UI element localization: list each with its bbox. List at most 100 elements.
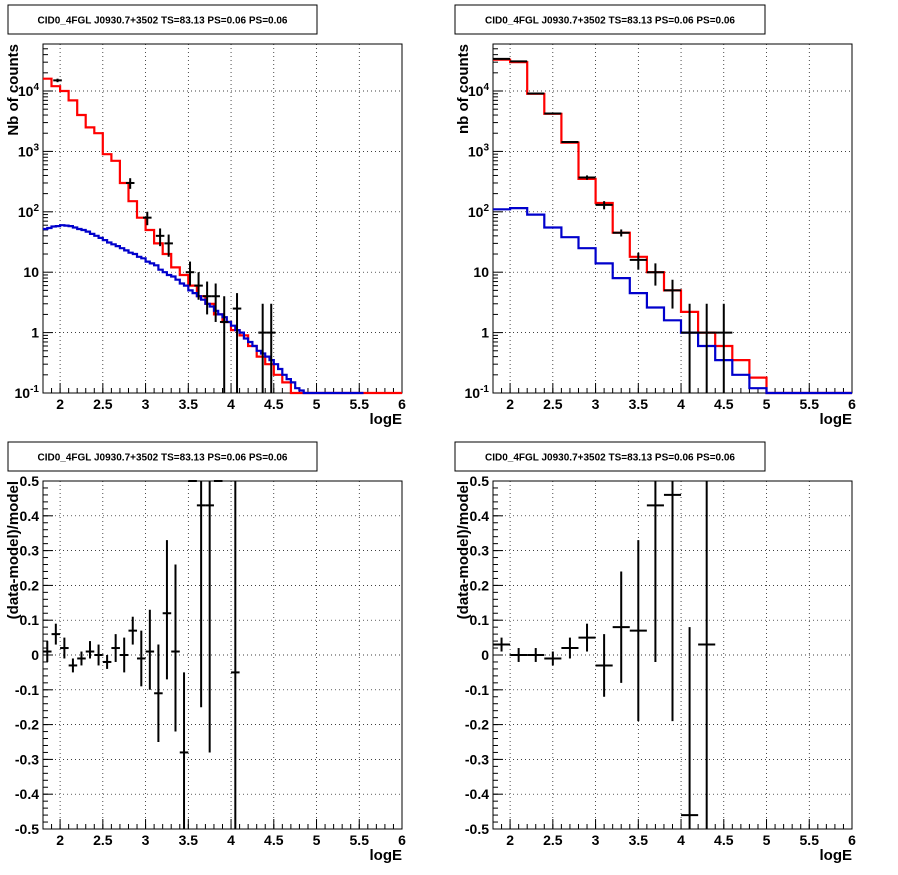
- data-point: [185, 261, 195, 286]
- x-tick-label: 2: [506, 396, 514, 412]
- data-point: [219, 296, 229, 393]
- data-point: [145, 609, 155, 690]
- data-point: [128, 616, 138, 645]
- chart-title-box: [454, 4, 766, 35]
- data-point: [111, 634, 120, 662]
- x-tick-label: 2: [506, 832, 514, 848]
- x-tick-label: 4.5: [714, 832, 734, 848]
- y-tick-label: 10: [473, 264, 489, 280]
- y-tick-label: 1: [31, 325, 39, 341]
- y-tick-label: -0.4: [465, 786, 489, 802]
- y-axis-label: nb of counts: [455, 44, 472, 134]
- y-tick-label: 0.1: [470, 612, 490, 628]
- y-axis-label: (data-model)/model: [455, 481, 472, 619]
- x-tick-label: 5: [313, 396, 321, 412]
- data-point: [94, 644, 103, 666]
- data-point: [493, 637, 511, 652]
- x-tick-label: 3: [142, 832, 150, 848]
- data-point: [162, 540, 172, 680]
- chart-panel-4: 2 2.5 3 3.5 4 4.5 5 5.5 6 -0.5 -0.4 -0.3 -0.2 -0.1 0 0.…: [454, 441, 856, 864]
- chart-panel-1: 2 2.5 3 3.5 4 4.5 5 5.5 6 10-1 1 10 102 103 104 logE Nb …: [5, 4, 406, 428]
- data-point: [68, 658, 78, 673]
- data-point: [646, 481, 664, 662]
- data-point: [612, 571, 630, 683]
- data-point: [561, 637, 579, 659]
- x-tick-label: 2.5: [93, 396, 113, 412]
- data-point: [43, 641, 52, 662]
- x-tick-label: 3: [142, 396, 150, 412]
- x-tick-label: 2.5: [543, 396, 563, 412]
- y-tick-label: 0.5: [20, 473, 40, 489]
- y-tick-label: 0.2: [470, 577, 490, 593]
- x-tick-label: 5.5: [800, 832, 820, 848]
- x-tick-label: 5.5: [800, 396, 820, 412]
- data-point: [102, 655, 112, 669]
- data-point: [544, 651, 562, 666]
- x-axis-label: logE: [820, 411, 853, 428]
- data-point: [125, 178, 135, 189]
- data-point: [595, 201, 613, 210]
- chart-title: CID0_4FGL J0930.7+3502 TS=83.13 PS=0.06 …: [485, 453, 735, 464]
- data-point: [663, 481, 682, 722]
- x-tick-label: 6: [848, 832, 856, 848]
- x-axis-label: logE: [370, 847, 403, 864]
- y-tick-label: 0: [31, 647, 39, 663]
- data-point: [137, 630, 146, 687]
- data-point: [171, 564, 180, 732]
- histogram-series-2: [43, 224, 364, 395]
- data-point: [681, 627, 699, 829]
- y-tick-label: -0.4: [15, 786, 39, 802]
- data-point: [155, 228, 165, 247]
- data-point: [60, 637, 69, 659]
- y-tick-label: 0.3: [470, 543, 490, 559]
- x-tick-label: 6: [398, 832, 406, 848]
- y-tick-label: 102: [18, 203, 40, 220]
- data-point: [698, 481, 716, 829]
- x-tick-label: 4: [677, 832, 685, 848]
- data-point: [578, 623, 596, 652]
- data-point: [663, 279, 682, 309]
- y-tick-label: 0.4: [20, 508, 40, 524]
- y-tick-label: 104: [18, 82, 40, 99]
- data-point: [561, 141, 579, 144]
- data-point: [51, 623, 61, 645]
- x-tick-label: 2: [56, 396, 64, 412]
- x-tick-label: 3.5: [629, 832, 649, 848]
- data-point: [211, 283, 220, 322]
- data-point: [595, 634, 613, 697]
- data-point: [578, 175, 596, 180]
- x-tick-label: 6: [848, 396, 856, 412]
- y-axis-label: Nb of counts: [5, 44, 22, 136]
- data-point: [164, 234, 173, 257]
- data-point: [510, 60, 528, 63]
- data-point: [646, 263, 664, 286]
- data-point: [231, 481, 240, 829]
- data-point: [202, 281, 212, 315]
- chart-title: CID0_4FGL J0930.7+3502 TS=83.13 PS=0.06 …: [485, 16, 735, 27]
- y-tick-label: 0.1: [20, 612, 40, 628]
- chart-panel-3: 2 2.5 3 3.5 4 4.5 5 5.5 6 -0.5 -0.4 -0.3 -0.2 -0.1 0 0.…: [5, 441, 406, 864]
- x-tick-label: 3: [592, 396, 600, 412]
- data-point: [527, 92, 545, 95]
- data-point: [612, 229, 630, 237]
- x-tick-label: 5.5: [350, 832, 370, 848]
- x-tick-label: 2: [56, 832, 64, 848]
- x-tick-label: 3.5: [179, 396, 199, 412]
- data-point: [266, 303, 276, 393]
- y-tick-label: 104: [468, 82, 490, 99]
- x-tick-label: 4.5: [264, 396, 284, 412]
- chart-panel-2: 2 2.5 3 3.5 4 4.5 5 5.5 6 10-1 1 10 102 103 104 logE nb …: [454, 4, 856, 428]
- data-point: [119, 637, 129, 673]
- x-tick-label: 2.5: [543, 832, 563, 848]
- data-point: [258, 303, 267, 393]
- y-tick-label: 0.2: [20, 577, 40, 593]
- data-point: [232, 293, 242, 393]
- y-tick-label: -0.3: [15, 751, 39, 767]
- data-point: [698, 303, 716, 393]
- y-tick-label: 103: [468, 142, 490, 159]
- x-tick-label: 5: [313, 832, 321, 848]
- data-point: [179, 672, 189, 829]
- chart-title-box: [7, 4, 318, 35]
- data-point: [194, 272, 203, 300]
